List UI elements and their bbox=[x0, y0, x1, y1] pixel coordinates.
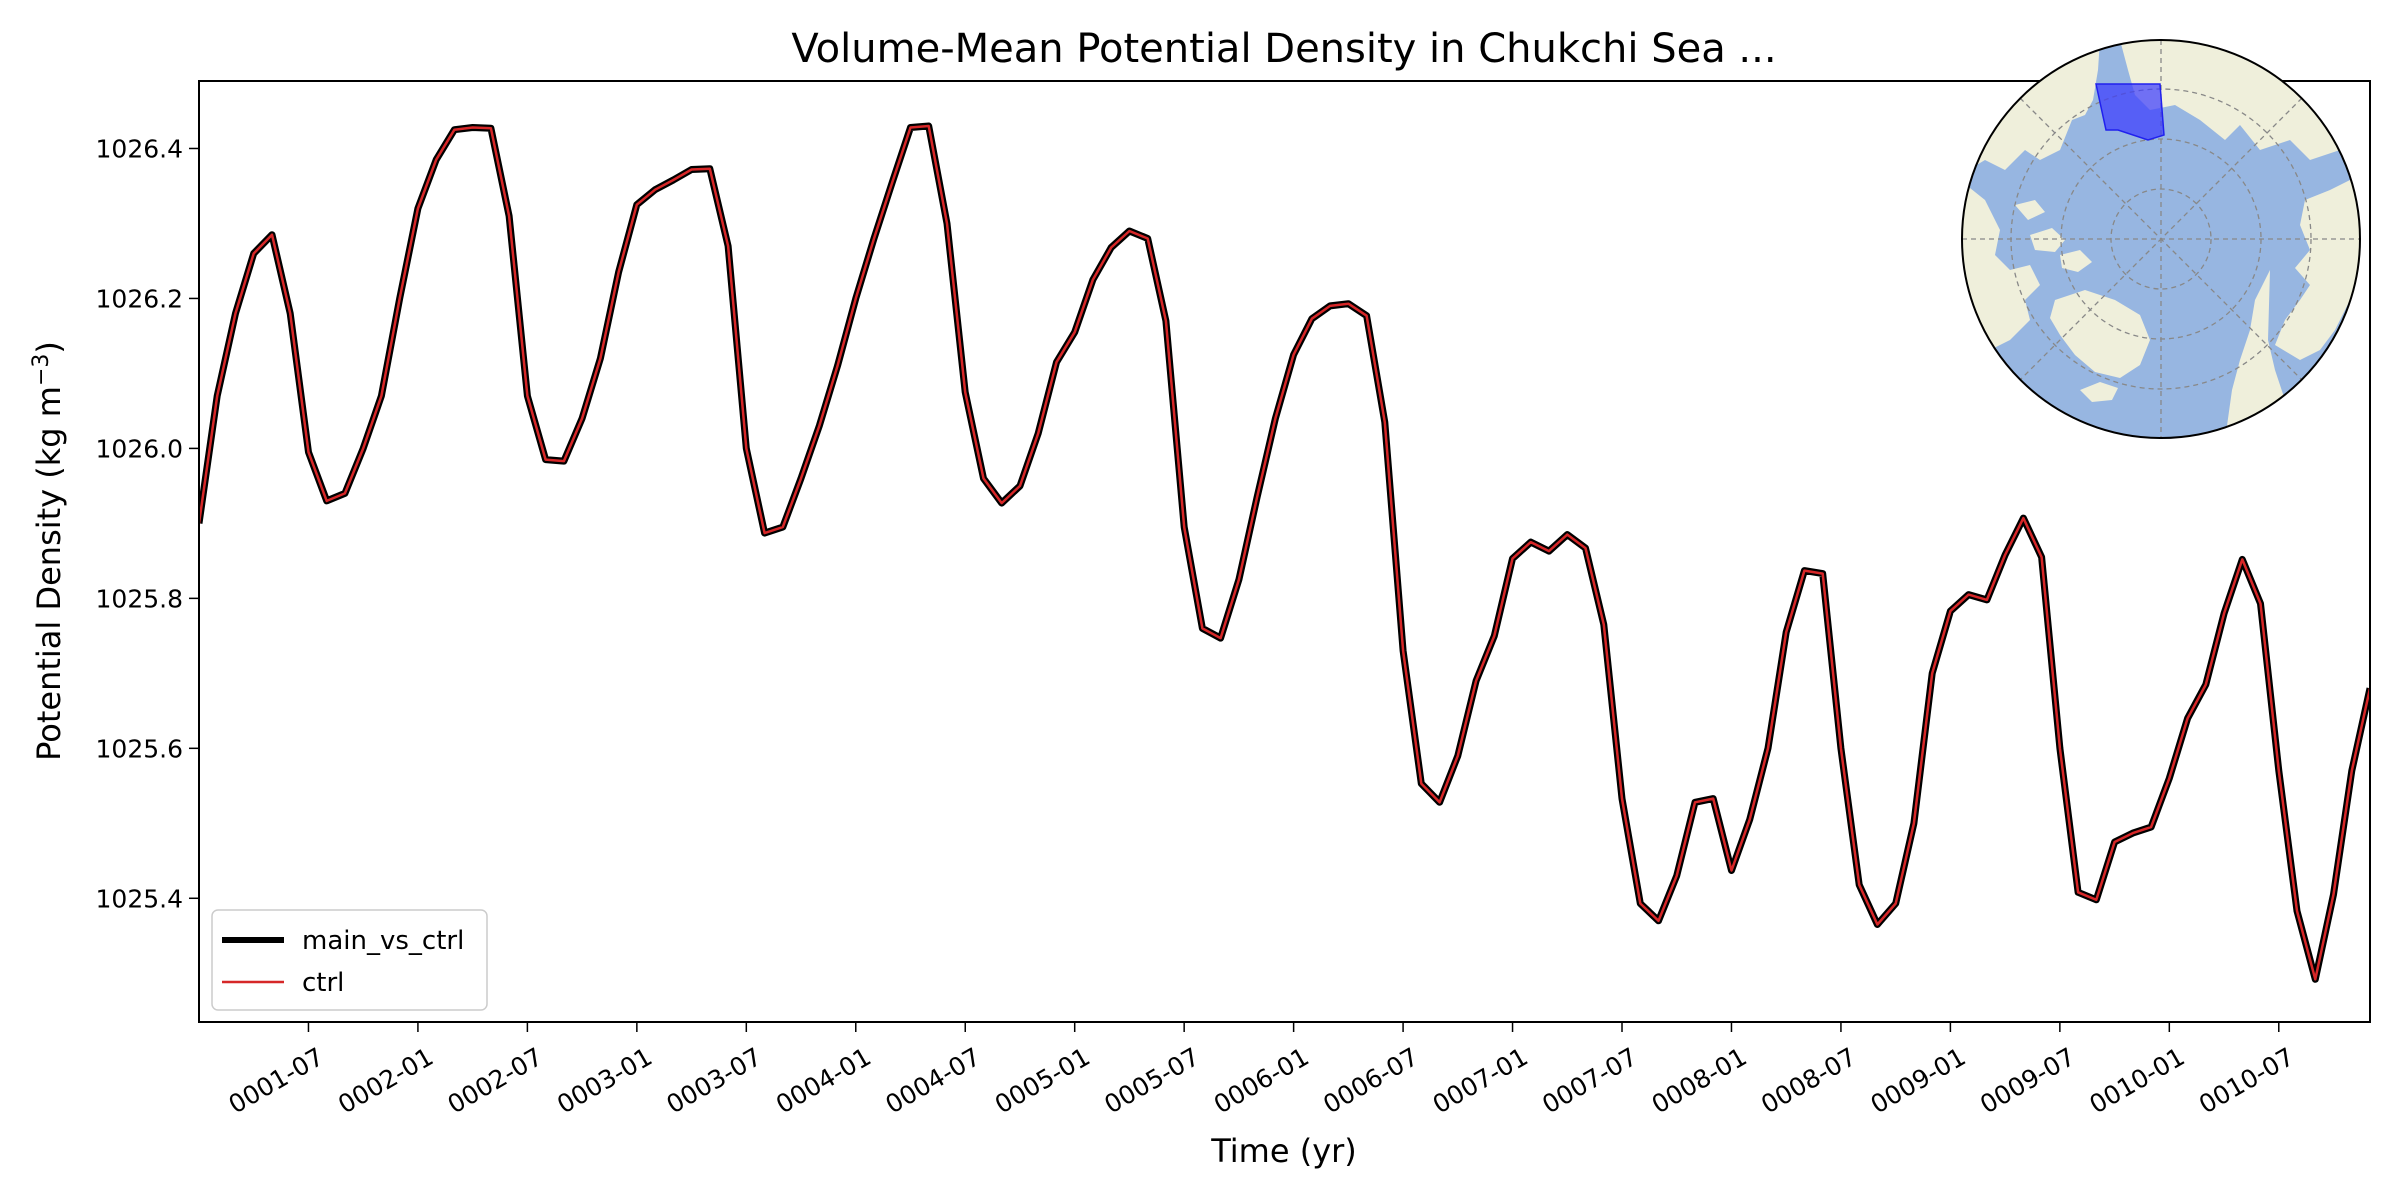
y-tick-label: 1025.4 bbox=[96, 884, 183, 913]
legend-frame bbox=[211, 909, 488, 1011]
y-tick-label: 1026.4 bbox=[96, 134, 183, 163]
y-tick-label: 1026.0 bbox=[96, 434, 183, 463]
y-axis-label-close: ) bbox=[30, 341, 68, 353]
y-axis-label: Potential Density (kg m−3) bbox=[29, 341, 68, 761]
series-layer bbox=[199, 122, 2370, 983]
y-tick-label: 1025.6 bbox=[96, 734, 183, 763]
chart-title: Volume-Mean Potential Density in Chukchi… bbox=[791, 26, 1776, 72]
map-region-chukchi-sea bbox=[2095, 83, 2165, 141]
legend-label-ctrl: ctrl bbox=[302, 968, 344, 998]
map-land-arctic-islands bbox=[2015, 200, 2092, 272]
y-tick-label: 1026.2 bbox=[96, 284, 183, 313]
map-land-europe bbox=[2275, 170, 2360, 360]
y-axis: 1025.4 1025.6 1025.8 1026.0 1026.2 1026.4 bbox=[96, 134, 199, 913]
plot-frame bbox=[198, 80, 2371, 1023]
map-frame bbox=[1961, 39, 2361, 439]
map-land-scandinavia bbox=[2225, 270, 2285, 438]
x-axis-label: Time (yr) bbox=[1210, 1132, 1357, 1170]
series-line-ctrl bbox=[199, 124, 2370, 981]
map-land-iceland bbox=[2080, 382, 2118, 402]
y-axis-label-superscript: −3 bbox=[29, 354, 54, 386]
legend: main_vs_ctrl ctrl bbox=[211, 909, 488, 1011]
legend-label-main_vs_ctrl: main_vs_ctrl bbox=[302, 926, 464, 956]
y-tick-label: 1025.8 bbox=[96, 584, 183, 613]
y-axis-label-main: Potential Density (kg m bbox=[30, 386, 68, 761]
map-land-greenland bbox=[2050, 290, 2150, 378]
